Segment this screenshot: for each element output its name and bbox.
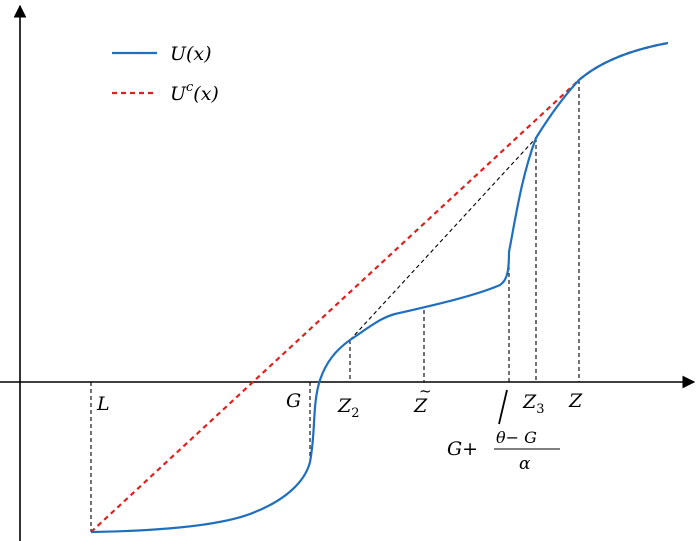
label-Z2: Z2 (337, 395, 359, 421)
label-Z2-base: Z (337, 395, 352, 417)
expr-numerator: θ− G (496, 428, 537, 447)
guide-lines (90, 80, 580, 532)
expr-pointer (498, 389, 508, 425)
label-Z3-sub: 3 (536, 402, 544, 417)
label-G: G (286, 390, 301, 412)
label-Ztilde-accent: ~ (419, 382, 432, 400)
legend-u-arg: (x) (186, 43, 212, 65)
tangent-line (349, 137, 537, 341)
legend-uc-label: Uc(x) (170, 80, 219, 105)
label-Z3-base: Z (522, 391, 537, 413)
legend-uc-name: U (170, 83, 187, 105)
label-Ztilde: Z (413, 395, 428, 417)
utility-curve (90, 41, 669, 534)
legend: U(x) Uc(x) (112, 43, 219, 105)
legend-uc-sup: c (186, 80, 194, 95)
legend-u-name: U (170, 43, 187, 65)
label-Z2-sub: 2 (351, 406, 359, 421)
label-Z3: Z3 (522, 391, 544, 417)
expr-denominator: α (519, 454, 531, 474)
label-Z: Z (568, 390, 583, 412)
legend-u-label: U(x) (170, 43, 212, 65)
concave-envelope-curve (90, 41, 669, 533)
expr-label: G+ θ− G α (447, 428, 560, 474)
expr-prefix: G+ (447, 438, 478, 460)
label-L: L (96, 393, 110, 415)
legend-uc-arg: (x) (193, 83, 219, 105)
